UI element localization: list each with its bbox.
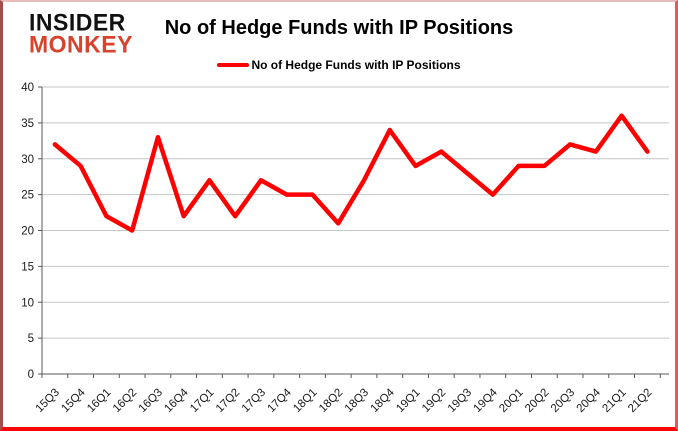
hedge-funds-line-chart: 0 5 10 15 20 25 30 35 40 15Q315Q416Q116Q216Q316Q4… [21, 82, 669, 415]
svg-text:20Q3: 20Q3 [549, 387, 577, 415]
svg-text:17Q2: 17Q2 [214, 387, 242, 415]
svg-text:18Q3: 18Q3 [343, 387, 371, 415]
svg-text:5: 5 [28, 333, 34, 345]
svg-text:18Q4: 18Q4 [369, 386, 398, 415]
svg-text:0: 0 [28, 369, 34, 381]
svg-text:20Q4: 20Q4 [575, 386, 604, 415]
svg-text:16Q3: 16Q3 [137, 387, 165, 415]
legend-label: No of Hedge Funds with IP Positions [251, 58, 461, 72]
legend-line-marker [217, 63, 250, 67]
svg-text:15Q4: 15Q4 [59, 386, 88, 415]
svg-text:17Q1: 17Q1 [188, 387, 216, 415]
logo-insider-text: INSIDER [29, 8, 126, 36]
svg-text:15: 15 [21, 261, 34, 273]
svg-text:35: 35 [21, 118, 34, 130]
svg-text:17Q4: 17Q4 [265, 386, 294, 415]
insider-monkey-logo: INSIDER MONKEY [29, 8, 133, 58]
svg-text:19Q4: 19Q4 [472, 386, 501, 415]
svg-text:18Q1: 18Q1 [291, 387, 319, 415]
svg-text:20Q2: 20Q2 [523, 387, 551, 415]
svg-text:15Q3: 15Q3 [34, 387, 62, 415]
svg-text:20: 20 [21, 226, 34, 238]
svg-text:17Q3: 17Q3 [240, 387, 268, 415]
svg-text:40: 40 [21, 82, 34, 94]
svg-text:25: 25 [21, 190, 34, 202]
svg-text:16Q2: 16Q2 [111, 387, 139, 415]
svg-text:21Q1: 21Q1 [600, 387, 628, 415]
svg-text:30: 30 [21, 154, 34, 166]
chart-title: No of Hedge Funds with IP Positions [164, 17, 514, 39]
chart-legend: No of Hedge Funds with IP Positions [3, 58, 675, 72]
svg-text:20Q1: 20Q1 [497, 387, 525, 415]
svg-text:19Q3: 19Q3 [446, 387, 474, 415]
svg-text:19Q2: 19Q2 [420, 387, 448, 415]
svg-text:10: 10 [21, 297, 34, 309]
svg-text:19Q1: 19Q1 [394, 387, 422, 415]
svg-text:18Q2: 18Q2 [317, 387, 345, 415]
svg-text:21Q2: 21Q2 [626, 387, 654, 415]
logo-monkey-text: MONKEY [29, 30, 133, 58]
svg-text:16Q1: 16Q1 [85, 387, 113, 415]
svg-text:16Q4: 16Q4 [162, 386, 191, 415]
